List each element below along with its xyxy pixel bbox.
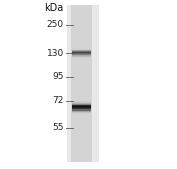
Bar: [72, 108, 91, 109]
Bar: [72, 48, 91, 49]
Bar: [72, 54, 91, 55]
Bar: [72, 105, 91, 106]
Bar: [72, 111, 91, 112]
Bar: [72, 110, 91, 111]
Bar: [72, 111, 91, 112]
Text: 72: 72: [52, 96, 64, 105]
Bar: [72, 51, 91, 52]
Bar: [72, 103, 91, 104]
Bar: [67, 5, 99, 162]
Bar: [72, 55, 91, 56]
Bar: [72, 106, 91, 107]
Text: 95: 95: [52, 72, 64, 81]
Bar: [72, 50, 91, 51]
Bar: [72, 105, 91, 106]
Bar: [72, 52, 91, 53]
Bar: [72, 109, 91, 110]
Bar: [72, 110, 91, 111]
Bar: [72, 106, 91, 107]
Bar: [72, 101, 91, 102]
Bar: [72, 102, 91, 103]
Bar: [72, 55, 91, 56]
Bar: [72, 108, 91, 109]
Bar: [72, 104, 91, 105]
Bar: [72, 113, 91, 114]
Bar: [72, 107, 91, 108]
Text: kDa: kDa: [44, 3, 64, 13]
Bar: [72, 51, 91, 52]
Bar: [72, 52, 91, 53]
Bar: [72, 56, 91, 57]
Bar: [71, 5, 92, 162]
Bar: [72, 56, 91, 57]
Text: 55: 55: [52, 123, 64, 132]
Text: 250: 250: [47, 20, 64, 29]
Bar: [72, 49, 91, 50]
Bar: [72, 107, 91, 108]
Bar: [72, 109, 91, 110]
Text: 130: 130: [47, 49, 64, 58]
Bar: [72, 57, 91, 58]
Bar: [72, 53, 91, 54]
Bar: [72, 112, 91, 113]
